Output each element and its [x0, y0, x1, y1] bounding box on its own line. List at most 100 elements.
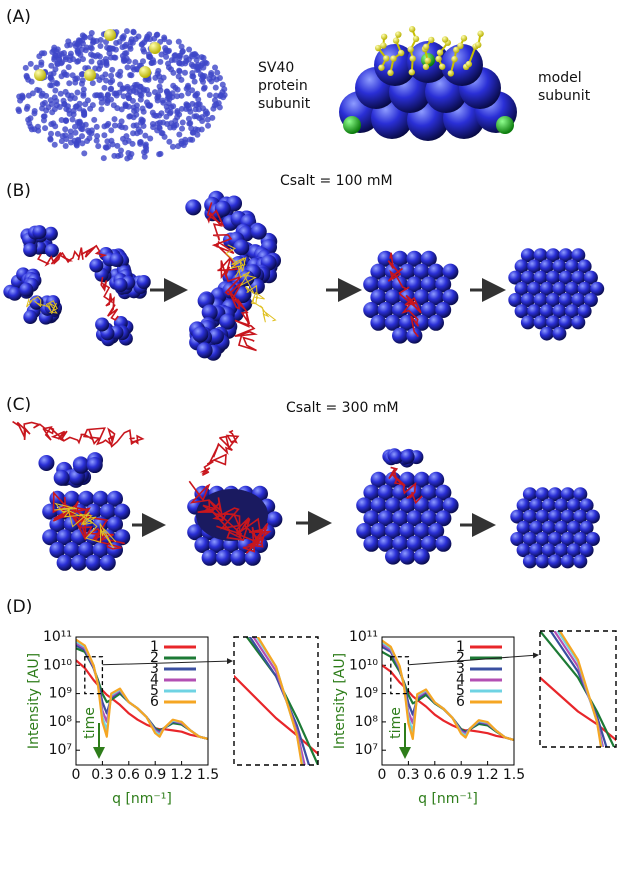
y-tick-label: 10⁷	[49, 742, 72, 758]
sphere	[219, 313, 236, 330]
panel-label: (B)	[6, 181, 31, 201]
chain	[26, 296, 58, 315]
atom	[41, 99, 48, 106]
atom	[139, 117, 146, 124]
sphere	[107, 490, 123, 507]
sphere	[377, 484, 394, 501]
sphere	[23, 310, 38, 325]
sphere	[44, 243, 59, 258]
y-tick-label: 10¹⁰	[43, 657, 72, 673]
series-line	[252, 637, 306, 765]
atom	[122, 124, 129, 131]
atom	[191, 113, 198, 120]
sphere	[567, 543, 581, 558]
atom	[139, 58, 146, 65]
atom	[48, 76, 55, 83]
sphere	[457, 42, 464, 50]
sphere	[399, 497, 416, 514]
sphere	[383, 55, 390, 62]
atom	[168, 66, 175, 73]
sphere	[370, 263, 387, 280]
atom	[125, 58, 132, 65]
atom	[63, 136, 70, 143]
sphere	[422, 43, 430, 51]
sphere	[579, 520, 594, 535]
sphere	[95, 317, 110, 332]
atom	[81, 33, 88, 40]
sphere	[558, 315, 573, 330]
atom	[214, 69, 221, 76]
atom	[170, 103, 177, 110]
sphere	[78, 542, 95, 558]
atom	[98, 99, 105, 106]
atom	[107, 79, 114, 86]
legend-label: 2	[456, 650, 465, 666]
atom	[67, 139, 74, 146]
sphere	[363, 302, 380, 318]
sphere	[392, 327, 408, 344]
atom	[136, 88, 143, 95]
atom	[176, 131, 183, 138]
atom	[47, 136, 54, 143]
atom	[98, 106, 105, 113]
sphere	[535, 532, 550, 546]
sphere	[548, 509, 563, 524]
atom	[53, 48, 60, 55]
sphere	[435, 535, 452, 552]
sphere	[194, 537, 211, 553]
atom	[101, 123, 108, 130]
x-tick-label: 0	[378, 767, 387, 783]
sphere	[579, 498, 594, 513]
atom	[47, 71, 54, 78]
atom	[130, 28, 137, 35]
atom	[176, 60, 183, 67]
sphere	[527, 304, 542, 319]
atom	[62, 88, 69, 95]
sphere	[565, 259, 579, 274]
sphere	[234, 287, 251, 304]
atom	[84, 97, 91, 104]
sphere	[392, 37, 400, 44]
sphere	[552, 259, 567, 274]
legend-label: 3	[150, 661, 159, 677]
sphere	[520, 315, 535, 330]
sphere	[520, 248, 535, 263]
sphere	[560, 509, 575, 524]
sphere	[577, 304, 592, 319]
sphere	[451, 55, 458, 63]
atom	[63, 118, 70, 125]
series-line	[248, 637, 311, 765]
sphere	[421, 535, 437, 552]
atom	[127, 113, 134, 120]
sphere	[539, 326, 554, 341]
atom	[68, 92, 75, 99]
sphere	[207, 328, 224, 345]
sphere	[567, 520, 581, 535]
atom	[158, 110, 165, 117]
atom	[104, 92, 111, 99]
sphere	[560, 487, 575, 502]
atom	[123, 28, 130, 35]
sphere	[522, 532, 537, 546]
atom	[47, 82, 54, 89]
sphere	[552, 281, 567, 296]
atom	[31, 126, 38, 133]
atom	[134, 81, 141, 88]
atom	[196, 101, 203, 108]
sphere	[230, 549, 247, 566]
sphere	[571, 248, 586, 263]
atom	[87, 34, 94, 41]
atom	[111, 152, 118, 159]
atom	[115, 71, 122, 78]
atom	[204, 116, 211, 123]
chain	[225, 244, 277, 323]
sphere	[399, 523, 416, 539]
atom	[140, 46, 147, 53]
sphere	[533, 315, 548, 330]
sphere	[558, 270, 573, 285]
atom	[130, 130, 137, 137]
atom	[158, 51, 165, 58]
y-tick-label: 10⁸	[49, 714, 73, 730]
atom	[161, 34, 168, 41]
atom	[67, 133, 74, 140]
